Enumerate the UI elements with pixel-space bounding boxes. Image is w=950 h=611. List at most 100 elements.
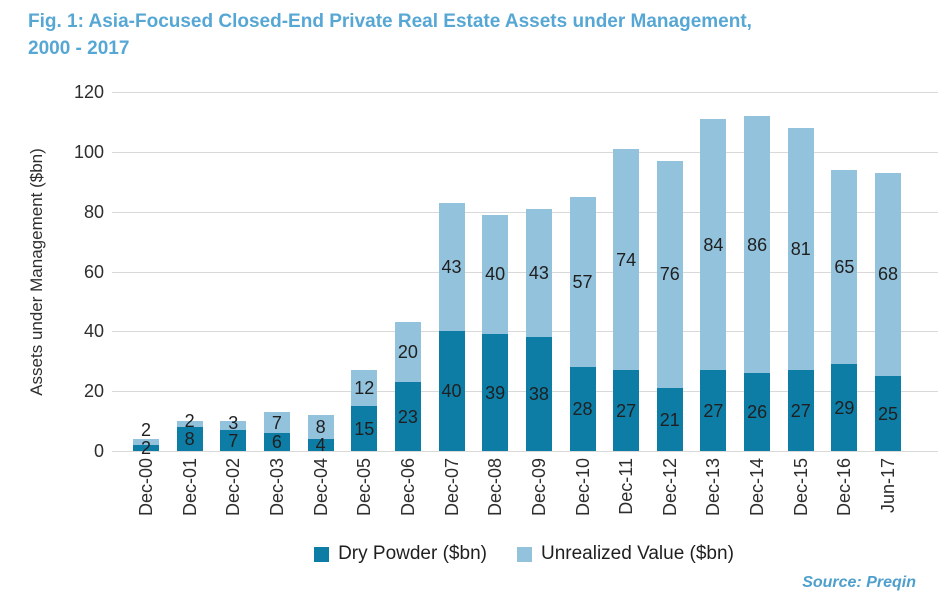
bar-label-dry-powder: 8 — [184, 429, 195, 450]
bar-segment-unrealized-value — [176, 421, 203, 428]
bar-segment-unrealized-value — [263, 412, 290, 434]
bar-label-unrealized-value: 20 — [397, 342, 418, 363]
bar-label-unrealized-value: 40 — [485, 264, 506, 285]
bar-label-unrealized-value: 43 — [441, 257, 462, 277]
bar-label-dry-powder: 2 — [140, 438, 151, 458]
bar-label-dry-powder: 25 — [878, 403, 899, 424]
bar-segment-unrealized-value — [220, 421, 247, 431]
bar-label-dry-powder: 23 — [397, 406, 418, 427]
legend: Dry Powder ($bn) Unrealized Value ($bn) — [104, 543, 944, 565]
bar-segment-dry-powder — [525, 337, 552, 451]
x-tick-label: Dec-12 — [659, 458, 680, 517]
bar-segment-dry-powder — [307, 439, 334, 451]
bar-segment-dry-powder — [351, 406, 378, 451]
chart-title-line1: Fig. 1: Asia-Focused Closed-End Private … — [28, 11, 752, 32]
bar-segment-dry-powder — [569, 367, 596, 451]
bar-segment-dry-powder — [220, 430, 247, 451]
legend-label: Dry Powder ($bn) — [338, 543, 487, 564]
bar-label-unrealized-value: 84 — [703, 234, 724, 255]
y-tick-label: 80 — [83, 202, 104, 222]
bar-label-unrealized-value: 76 — [659, 264, 680, 285]
bar-segment-unrealized-value — [482, 214, 509, 335]
bar-label-unrealized-value: 65 — [834, 257, 855, 277]
bar-segment-unrealized-value — [351, 370, 378, 407]
bar-label-dry-powder: 4 — [315, 435, 326, 456]
bar-label-unrealized-value: 68 — [878, 264, 899, 285]
bar-label-dry-powder: 40 — [441, 381, 462, 402]
x-tick-label: Dec-09 — [528, 458, 549, 517]
gridline — [112, 212, 938, 213]
bar-label-dry-powder: 15 — [354, 418, 375, 439]
bar-segment-dry-powder — [176, 427, 203, 451]
bar-segment-dry-powder — [438, 331, 465, 451]
y-tick-label: 100 — [73, 142, 104, 162]
bar-segment-dry-powder — [744, 373, 771, 451]
bar-segment-dry-powder — [875, 376, 902, 451]
bar-label-unrealized-value: 43 — [528, 262, 549, 283]
bar-segment-dry-powder — [656, 388, 683, 451]
bar-label-unrealized-value: 81 — [790, 239, 811, 260]
bar-label-dry-powder: 29 — [834, 397, 855, 418]
bar-label-unrealized-value: 86 — [747, 234, 768, 255]
x-tick-label: Dec-02 — [223, 458, 244, 517]
bar-label-dry-powder: 38 — [528, 384, 549, 405]
legend-item: Unrealized Value ($bn) — [516, 543, 734, 565]
bar-segment-unrealized-value — [569, 196, 596, 368]
bar-segment-unrealized-value — [613, 148, 640, 371]
gridline — [112, 92, 938, 93]
bar-label-unrealized-value: 3 — [228, 412, 239, 433]
y-tick-label: 20 — [83, 381, 104, 401]
bar-segment-unrealized-value — [307, 415, 334, 440]
x-tick-label: Dec-03 — [266, 458, 287, 517]
x-tick-label: Dec-13 — [703, 458, 724, 517]
gridline — [112, 331, 938, 332]
bar-segment-unrealized-value — [700, 118, 727, 371]
legend-swatch-icon — [314, 546, 330, 562]
bar-label-unrealized-value: 2 — [140, 420, 151, 440]
bar-label-dry-powder: 27 — [703, 400, 724, 421]
x-tick-label: Dec-08 — [485, 458, 506, 517]
y-tick-label: 120 — [73, 82, 104, 102]
legend-swatch-icon — [516, 546, 532, 562]
bar-segment-unrealized-value — [525, 208, 552, 338]
bar-segment-unrealized-value — [875, 172, 902, 377]
y-tick-label: 40 — [83, 321, 104, 341]
x-tick-label: Dec-05 — [354, 458, 375, 517]
x-tick-label: Dec-15 — [790, 458, 811, 517]
bar-segment-unrealized-value — [656, 160, 683, 389]
x-tick-label: Dec-16 — [834, 458, 855, 517]
bar-segment-dry-powder — [787, 370, 814, 451]
bar-label-unrealized-value: 8 — [315, 417, 326, 438]
x-tick-label: Dec-01 — [179, 458, 200, 517]
y-tick-label: 0 — [93, 441, 104, 461]
x-tick-label: Dec-14 — [747, 458, 768, 517]
bar-segment-unrealized-value — [133, 439, 159, 445]
y-axis-title: Assets under Management ($bn) — [27, 148, 46, 396]
bar-label-unrealized-value: 74 — [616, 249, 637, 270]
bar-segment-dry-powder — [263, 433, 290, 451]
x-tick-label: Jun-17 — [878, 458, 899, 514]
bar-segment-unrealized-value — [438, 202, 465, 332]
source-label: Source: Preqin — [802, 574, 916, 591]
bar-segment-dry-powder — [394, 382, 421, 451]
bar-label-unrealized-value: 12 — [354, 378, 375, 399]
legend-label: Unrealized Value ($bn) — [540, 543, 734, 564]
x-tick-label: Dec-00 — [136, 458, 156, 517]
chart-title-line2: 2000 - 2017 — [28, 38, 130, 59]
x-tick-label: Dec-11 — [616, 458, 637, 515]
x-tick-label: Dec-07 — [441, 458, 462, 517]
bar-segment-unrealized-value — [831, 169, 858, 365]
bar-segment-unrealized-value — [394, 322, 421, 383]
legend-item: Dry Powder ($bn) — [314, 543, 487, 565]
bar-segment-dry-powder — [133, 445, 159, 451]
bar-label-dry-powder: 6 — [271, 432, 282, 453]
gridline — [112, 451, 938, 452]
gridline — [112, 152, 938, 153]
gridline — [112, 272, 938, 273]
bar-segment-dry-powder — [613, 370, 640, 451]
x-tick-label: Dec-10 — [572, 458, 593, 517]
bar-label-dry-powder: 7 — [228, 430, 239, 451]
y-tick-label: 60 — [83, 262, 104, 282]
bar-segment-dry-powder — [700, 370, 727, 451]
